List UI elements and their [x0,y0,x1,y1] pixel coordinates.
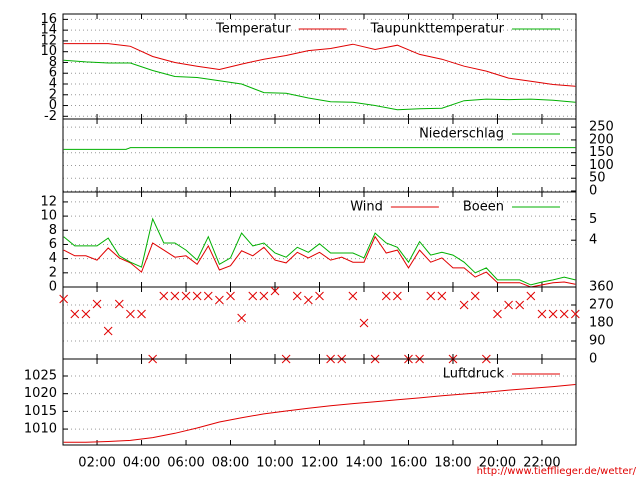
y-tick-label: 2 [49,87,57,102]
y2-tick-label: 5 [589,212,597,227]
y2-tick-label: 150 [589,145,614,160]
y2-tick-label: 270 [589,298,614,313]
wind-direction-mark [426,291,436,301]
series-line [63,43,576,87]
y-tick-label: 10 [40,209,57,224]
series-line [63,384,576,443]
wind-direction-mark [559,309,569,319]
y2-tick-label: 180 [589,316,614,331]
y-tick-label: 1025 [24,368,57,383]
y-tick-label: 12 [40,33,57,48]
wind-direction-mark [292,291,302,301]
y-tick-label: 16 [40,12,57,27]
series-line [63,235,576,288]
wind-direction-mark [537,309,547,319]
y-tick-label: -2 [44,109,57,124]
x-tick-label: 18:00 [434,456,471,471]
wind-direction-mark [526,291,536,301]
x-tick-label: 14:00 [345,456,382,471]
wind-direction-mark [170,291,180,301]
wind-direction-mark [70,309,80,319]
y-tick-label: 6 [49,237,57,252]
y-tick-label: 0 [49,98,57,113]
legend-label: Temperatur [215,22,291,37]
legend-label: Niederschlag [419,127,504,142]
wind-direction-mark [304,295,313,305]
wind-direction-mark [315,291,324,301]
wind-direction-mark [359,318,369,328]
wind-direction-mark [137,309,146,319]
y2-tick-label: 250 [589,120,614,135]
x-tick-label: 10:00 [256,456,293,471]
y2-tick-label: 50 [589,171,606,186]
y-tick-label: 1015 [24,404,57,419]
wind-direction-mark [470,291,480,301]
wind-direction-mark [237,313,246,323]
wind-direction-mark [515,300,525,310]
y-tick-label: 4 [49,251,57,266]
x-tick-label: 04:00 [123,456,160,471]
y2-tick-label: 360 [589,280,614,295]
wind-direction-mark [459,300,469,310]
source-url: http://www.tiefflieger.de/wetter/ [477,466,637,477]
wind-direction-mark [570,309,580,319]
legend-label: Taupunkttemperatur [370,22,505,37]
x-tick-label: 02:00 [78,456,115,471]
wind-direction-mark [437,291,447,301]
y2-tick-label: 100 [589,158,614,173]
y-tick-label: 10 [40,44,57,59]
x-tick-label: 22:00 [523,456,560,471]
wind-direction-mark [259,291,269,301]
y2-tick-label: 0 [589,183,597,198]
wind-direction-mark [348,291,358,301]
series-line [63,147,576,150]
x-tick-label: 20:00 [479,456,516,471]
y-tick-label: 1020 [24,386,57,401]
y-tick-label: 0 [49,280,57,295]
legend-label: Wind [350,200,383,215]
wind-direction-mark [381,291,391,301]
wind-direction-mark [81,309,91,319]
y2-tick-label: 0 [589,352,597,367]
legend-label: Luftdruck [443,367,505,382]
y-tick-label: 8 [49,55,57,70]
wind-direction-mark [181,291,191,301]
wind-direction-mark [504,300,513,310]
wind-direction-mark [192,291,202,301]
series-line [63,217,576,286]
wind-direction-mark [92,299,102,309]
x-tick-label: 08:00 [212,456,249,471]
y-tick-label: 6 [49,66,57,81]
y-tick-label: 14 [40,23,57,38]
wind-direction-mark [159,291,169,301]
y-tick-label: 2 [49,265,57,280]
wind-direction-mark [226,291,235,301]
panel-frame [62,358,577,446]
y-tick-label: 4 [49,77,57,92]
y2-tick-label: 4 [589,233,597,248]
wind-direction-mark [548,309,558,319]
x-tick-label: 16:00 [390,456,427,471]
wind-direction-mark [203,291,213,301]
y2-tick-label: 90 [589,334,606,349]
wind-direction-mark [248,291,258,301]
wind-direction-mark [493,309,502,319]
series-line [63,59,576,111]
wind-direction-mark [270,286,280,296]
x-tick-label: 12:00 [301,456,338,471]
wind-direction-mark [215,295,224,305]
wind-direction-mark [114,299,124,309]
wind-direction-mark [59,294,69,304]
wind-direction-mark [103,326,113,336]
wind-direction-mark [126,309,135,319]
y-tick-label: 12 [40,194,57,209]
y-tick-label: 8 [49,223,57,238]
x-tick-label: 06:00 [167,456,204,471]
legend-label: Boeen [463,200,504,215]
y2-tick-label: 200 [589,132,614,147]
wind-direction-mark [393,291,402,301]
y-tick-label: 1010 [24,422,57,437]
